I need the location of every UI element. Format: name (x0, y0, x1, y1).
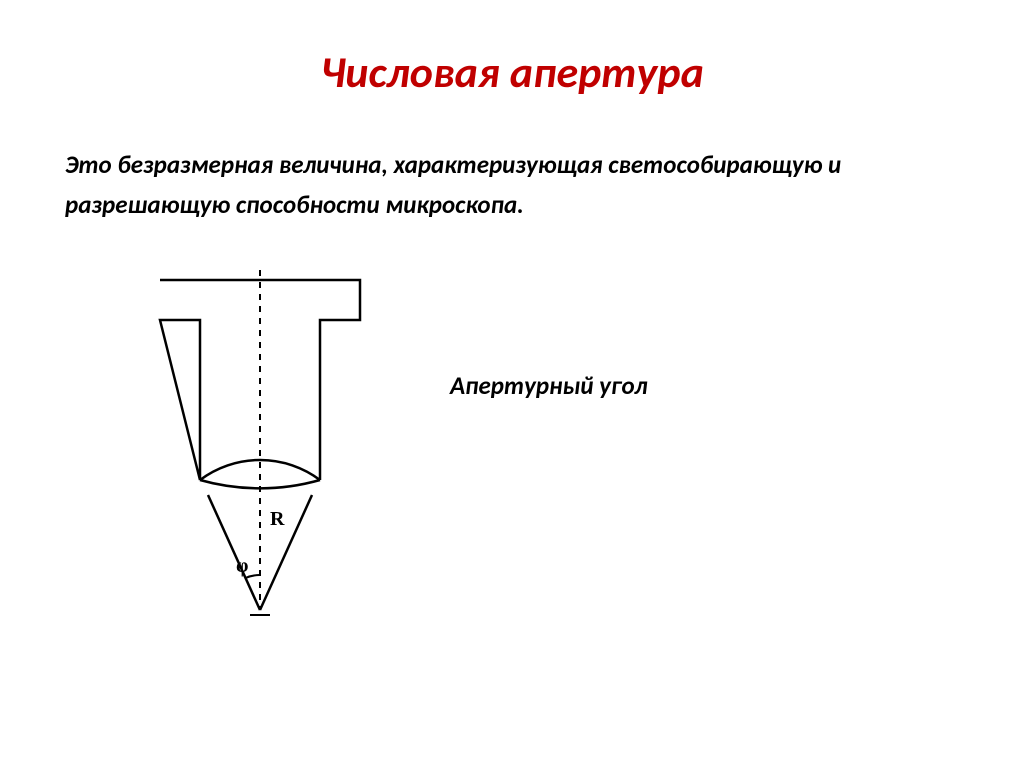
slide-description: Это безразмерная величина, характеризующ… (65, 145, 965, 225)
slide-title: Числовая апертура (0, 45, 1024, 99)
cone-edge-right (260, 495, 312, 610)
cone-edge-left (208, 495, 260, 610)
aperture-angle-label: Апертурный угол (450, 370, 648, 401)
slide: Числовая апертура Это безразмерная велич… (0, 0, 1024, 767)
objective-diagram: R φ (130, 260, 390, 640)
phi-label: φ (236, 555, 248, 577)
radius-label: R (270, 508, 285, 530)
